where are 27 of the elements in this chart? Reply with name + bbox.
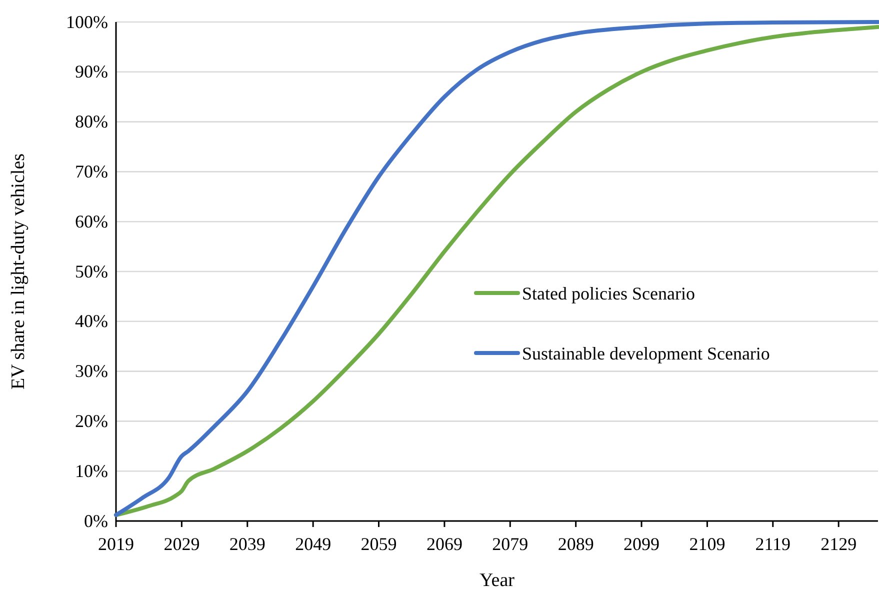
y-tick-label: 100% — [66, 12, 108, 32]
x-tick-label: 2029 — [164, 534, 200, 554]
y-tick-label: 30% — [75, 361, 108, 382]
y-tick-label: 80% — [75, 112, 108, 132]
x-tick-label: 2059 — [360, 534, 397, 554]
x-tick-label: 2019 — [98, 534, 134, 554]
x-tick-label: 2099 — [624, 534, 660, 554]
x-tick-label: 2079 — [492, 534, 528, 554]
y-tick-label: 90% — [75, 62, 108, 82]
y-tick-label: 50% — [75, 261, 108, 282]
y-tick-label: 40% — [75, 311, 108, 332]
y-tick-label: 0% — [84, 510, 108, 531]
y-tick-label: 70% — [75, 161, 108, 182]
y-tick-label: 10% — [75, 460, 108, 481]
x-tick-label: 2049 — [295, 534, 332, 554]
x-tick-label: 2039 — [229, 534, 266, 554]
y-axis-title: EV share in light-duty vehicles — [8, 153, 29, 390]
y-tick-label: 60% — [75, 211, 108, 232]
x-tick-label: 2119 — [755, 534, 791, 554]
x-tick-label: 2129 — [820, 534, 857, 554]
x-tick-label: 2089 — [558, 534, 594, 554]
x-axis-title: Year — [479, 570, 516, 591]
legend-label: Sustainable development Scenario — [522, 343, 770, 364]
legend-label: Stated policies Scenario — [522, 283, 695, 304]
y-tick-label: 20% — [75, 410, 108, 431]
x-tick-label: 2109 — [689, 534, 726, 554]
x-tick-label: 2069 — [426, 534, 462, 554]
